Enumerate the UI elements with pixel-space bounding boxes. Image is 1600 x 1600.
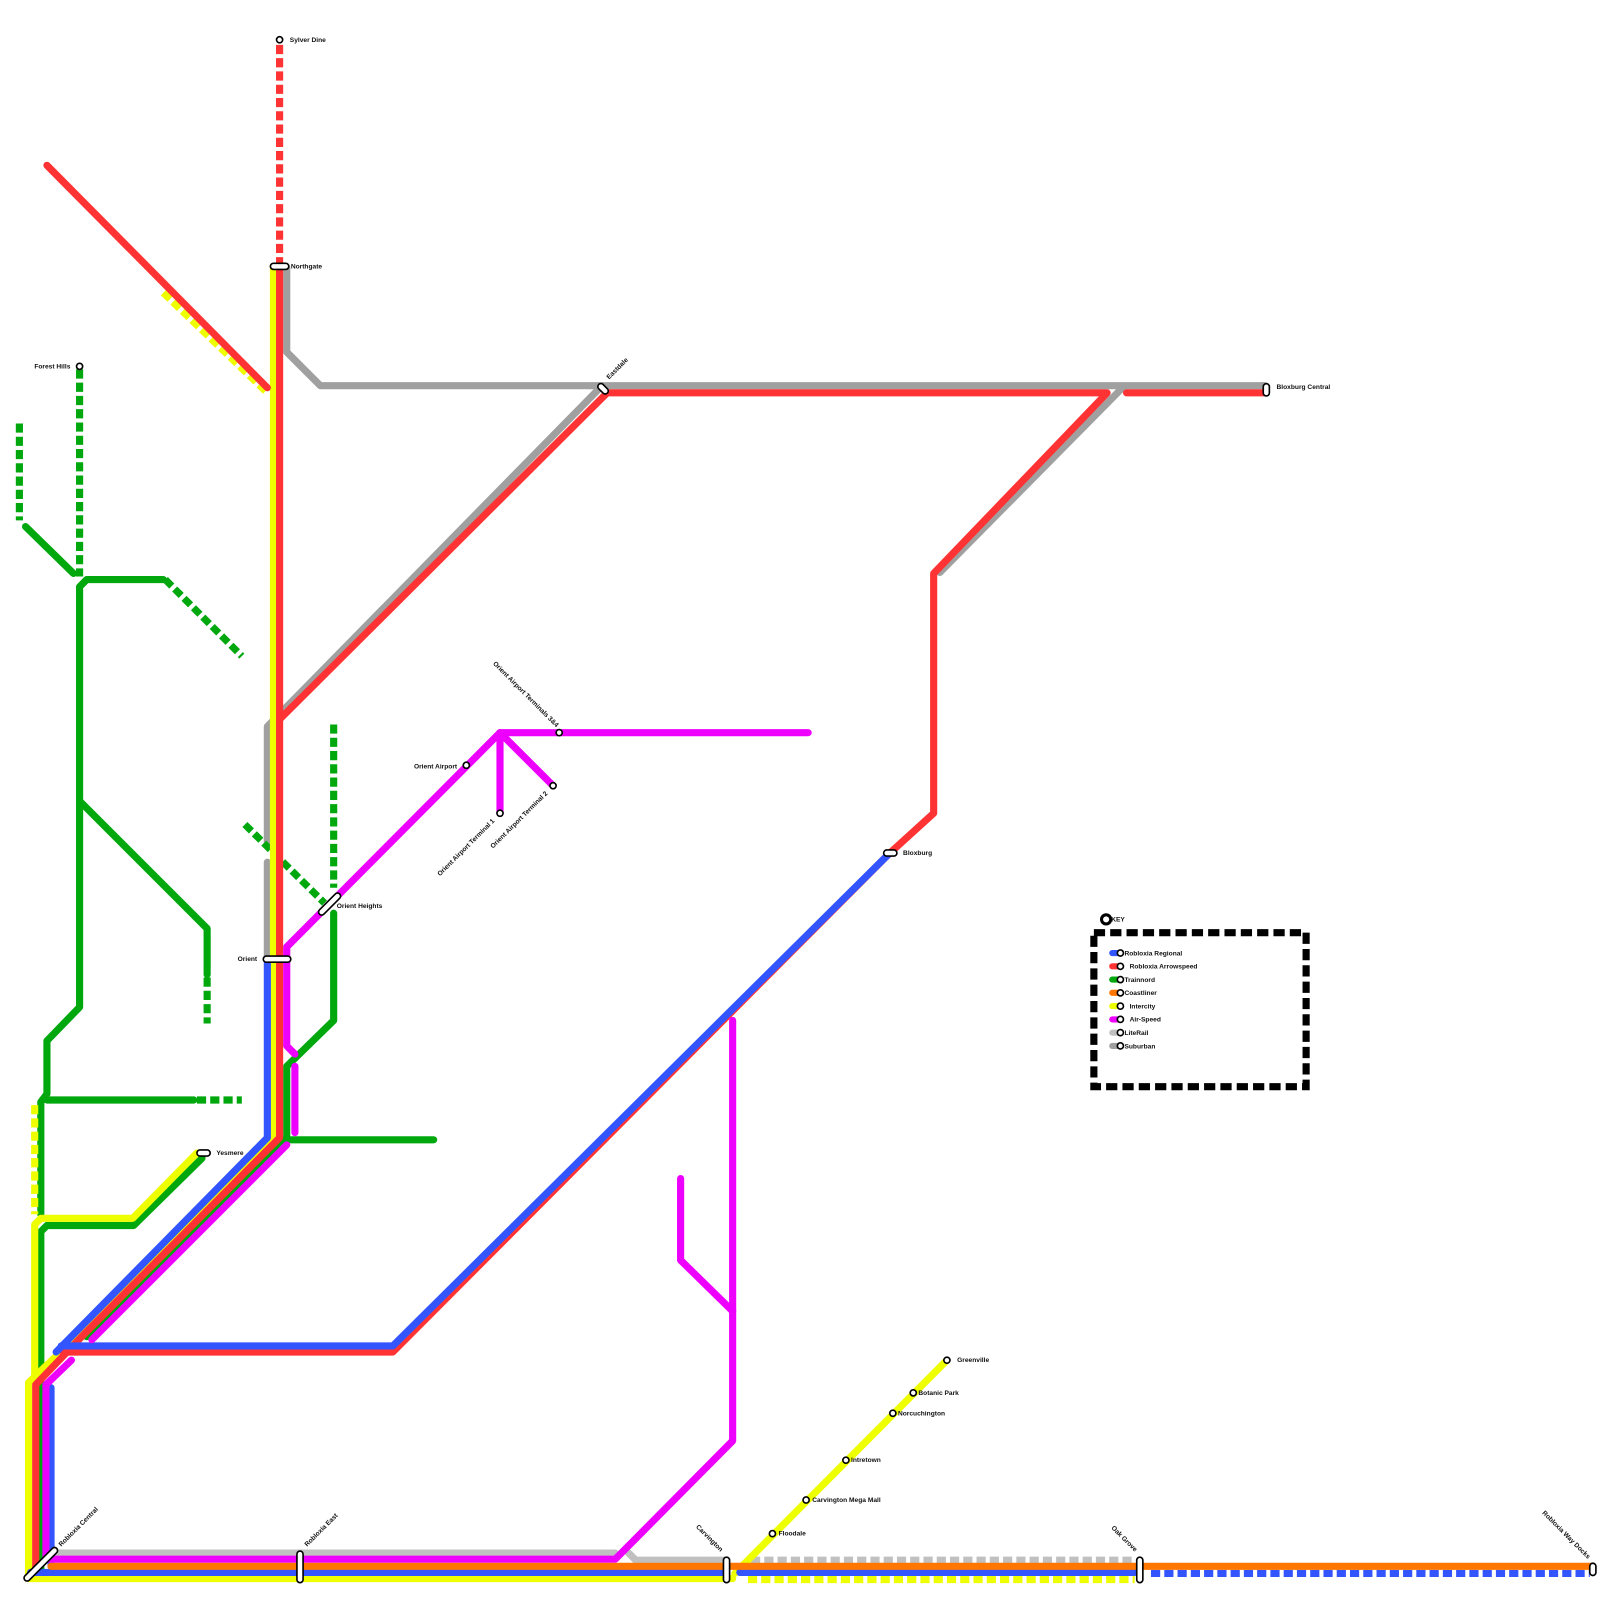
station-label: Forest Hills <box>34 363 70 370</box>
key-label: Robloxia Arrowspeed <box>1130 964 1198 971</box>
literail-line <box>49 1549 1135 1564</box>
key-item-trainnord: Trainnord <box>1109 975 1155 984</box>
airspeed-orient <box>283 729 812 1058</box>
key-station-icon <box>1116 962 1125 971</box>
key-station-icon <box>1116 1042 1125 1050</box>
station-orient-airport[interactable]: Orient Airport <box>414 761 471 770</box>
station-botanic-park[interactable]: Botanic Park <box>909 1388 959 1397</box>
station-orient-heights[interactable]: Orient Heights <box>317 892 383 917</box>
station-label: Carvington Mega Mall <box>812 1497 881 1504</box>
station-norcuchington[interactable]: Norcuchington <box>888 1409 945 1417</box>
arrowspeed-south <box>32 715 284 1575</box>
station-greenville[interactable]: Greenville <box>943 1356 990 1364</box>
station-label: Orient <box>238 956 258 963</box>
airspeed-diagonal <box>88 1141 291 1344</box>
trainnord-line <box>15 369 438 1575</box>
key-title: KEY <box>1111 916 1125 923</box>
station-label: Carvington <box>694 1524 724 1554</box>
station-label: Orient Airport Terminal 1 <box>436 818 496 878</box>
key-item-arrowspeed: Robloxia Arrowspeed <box>1109 962 1198 971</box>
station-label: Sylver Dine <box>290 37 326 44</box>
trainnord-diagonal <box>76 797 211 979</box>
key-item-literail: LiteRail <box>1109 1028 1149 1037</box>
key-item-regional: Robloxia Regional <box>1109 949 1182 957</box>
station-label: Bloxburg Central <box>1277 384 1331 391</box>
regional-orient <box>52 957 271 1356</box>
station-label: Floodale <box>779 1531 807 1538</box>
station-sylver-dine[interactable]: Sylver Dine <box>275 35 327 44</box>
key-label: Trainnord <box>1124 977 1155 984</box>
arrowspeed-nw-spur <box>43 161 271 392</box>
station-label: Bloxburg <box>903 850 932 857</box>
key-station-icon <box>1116 1015 1125 1024</box>
station-label: Robloxia Way Docks <box>1540 1510 1591 1561</box>
station-label: Yesmere <box>216 1150 244 1157</box>
station-label: Norcuchington <box>898 1410 945 1417</box>
key-label: Air-Speed <box>1130 1017 1161 1024</box>
station-yesmere[interactable]: Yesmere <box>196 1149 244 1157</box>
key-station-icon <box>1116 975 1125 984</box>
literail-track-carvington <box>624 1549 729 1564</box>
station-orient[interactable]: Orient <box>238 955 292 963</box>
suburban-track-orient <box>263 382 606 849</box>
station-orient-airport-terminals-3-4[interactable]: Orient Airport Terminals 3&4 <box>491 660 564 737</box>
station-bloxburg-central[interactable]: Bloxburg Central <box>1262 382 1331 397</box>
airspeed-branch <box>677 1174 737 1315</box>
station-northgate[interactable]: Northgate <box>269 262 323 270</box>
station-label: Greenville <box>957 1357 989 1364</box>
suburban-track-east <box>936 384 1127 577</box>
key-station-icon <box>1116 1002 1125 1010</box>
station-label: Oak Grove <box>1110 1525 1139 1554</box>
station-bloxburg[interactable]: Bloxburg <box>882 849 932 857</box>
station-label: Eastdale <box>606 357 630 381</box>
station-label: Orient Heights <box>337 903 383 910</box>
key-station-icon <box>1116 949 1125 957</box>
trainnord-ne-planned <box>162 577 245 659</box>
station-label: Orient Airport <box>414 763 458 770</box>
key-label: LiteRail <box>1124 1030 1148 1037</box>
station-floodale[interactable]: Floodale <box>768 1529 807 1538</box>
trainnord-main <box>83 909 338 1341</box>
station-label: Robloxia East <box>304 1512 340 1548</box>
airspeed-central <box>42 1016 737 1563</box>
key-station-icon <box>1116 1028 1125 1037</box>
station-label: Botanic Park <box>918 1390 959 1397</box>
intercity-nw-planned <box>160 290 270 396</box>
key-item-airspeed: Air-Speed <box>1109 1015 1161 1024</box>
station-label: Intretown <box>851 1457 881 1464</box>
regional-line <box>27 849 1590 1578</box>
station-intretown[interactable]: Intretown <box>842 1456 881 1464</box>
station-label: Orient Airport Terminals 3&4 <box>491 660 560 729</box>
suburban-track-main <box>283 263 1269 390</box>
key-label: Robloxia Regional <box>1124 950 1182 957</box>
trainnord-west-spur <box>21 522 78 578</box>
key-item-suburban: Suburban <box>1109 1042 1155 1050</box>
intercity-line <box>24 263 1135 1584</box>
intercity-main <box>24 263 737 1583</box>
key-item-coastliner: Coastliner <box>1109 988 1157 997</box>
airspeed-terminal-2 <box>496 729 557 790</box>
intercity-yesmere <box>31 1149 201 1384</box>
station-forest-hills[interactable]: Forest Hills <box>34 362 84 370</box>
key-label: Coastliner <box>1124 990 1157 997</box>
suburban-line <box>263 263 1269 961</box>
map-key: KEY Robloxia Regional Robloxia Arrowspeed… <box>1090 913 1310 1091</box>
trainnord-north <box>37 576 167 1218</box>
airspeed-line <box>42 729 812 1563</box>
key-label: Intercity <box>1130 1003 1156 1010</box>
trainnord-cross-planned <box>242 821 327 906</box>
station-label: Northgate <box>291 263 323 270</box>
key-label: Suburban <box>1124 1043 1155 1050</box>
station-label: Robloxia Central <box>58 1506 100 1548</box>
key-item-intercity: Intercity <box>1109 1002 1156 1010</box>
regional-bloxburg <box>57 849 894 1350</box>
trainnord-yesmere <box>37 1154 206 1575</box>
station-carvington-mega-mall[interactable]: Carvington Mega Mall <box>802 1496 881 1504</box>
key-icon <box>1099 913 1113 926</box>
key-border <box>1090 929 1310 1091</box>
key-station-icon <box>1116 988 1125 997</box>
